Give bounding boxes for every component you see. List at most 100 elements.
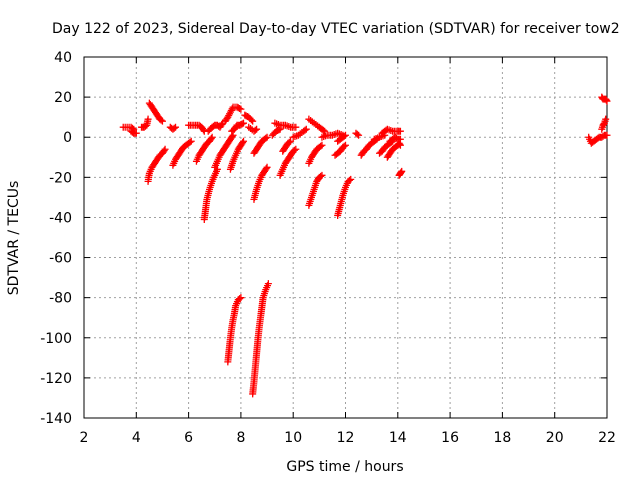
y-tick-label: -140 xyxy=(40,411,72,427)
data-point xyxy=(602,96,610,104)
series-arc-k xyxy=(221,103,245,125)
y-tick-label: -120 xyxy=(40,371,72,387)
data-point xyxy=(249,117,257,125)
data-point xyxy=(320,133,328,141)
data-point xyxy=(237,105,245,113)
series-arc-ae xyxy=(334,131,349,145)
x-tick-label: 8 xyxy=(236,430,245,446)
x-tick-label: 16 xyxy=(441,430,459,446)
data-point xyxy=(302,125,310,133)
data-point xyxy=(396,140,404,148)
data-point xyxy=(330,131,338,139)
y-tick-label: -100 xyxy=(40,331,72,347)
series-arc-i xyxy=(204,119,227,135)
y-tick-label: -20 xyxy=(49,170,72,186)
data-point xyxy=(321,127,329,135)
data-point xyxy=(387,127,395,135)
data-point xyxy=(160,147,168,155)
series-arc-h xyxy=(200,165,221,223)
x-tick-label: 22 xyxy=(598,430,616,446)
data-point xyxy=(273,120,281,128)
series-arc-ah xyxy=(370,131,389,143)
data-point xyxy=(161,145,169,153)
data-point xyxy=(263,163,271,171)
data-point xyxy=(317,142,325,150)
data-point xyxy=(318,141,326,149)
data-point xyxy=(397,168,405,176)
data-point xyxy=(275,126,283,134)
data-point xyxy=(253,125,261,133)
data-point xyxy=(240,119,248,127)
data-point xyxy=(340,132,348,140)
x-tick-label: 10 xyxy=(284,430,302,446)
series-arc-a2 xyxy=(127,127,140,137)
data-point xyxy=(239,139,247,147)
y-axis-label: SDTVAR / TECUs xyxy=(6,181,22,296)
data-point xyxy=(144,115,152,123)
x-tick-label: 18 xyxy=(493,430,511,446)
data-point xyxy=(345,176,353,184)
data-point xyxy=(396,135,404,143)
series-arc-aj xyxy=(378,125,404,137)
series-arc-s xyxy=(250,133,271,157)
data-point xyxy=(236,104,244,112)
y-tick-label: 40 xyxy=(54,50,72,66)
data-point xyxy=(262,165,270,173)
series-arc-ak xyxy=(383,139,404,161)
data-point xyxy=(292,123,300,131)
y-tick-label: -80 xyxy=(49,291,72,307)
data-point xyxy=(157,116,165,124)
series-arc-b xyxy=(145,99,166,125)
data-point xyxy=(291,146,299,154)
data-point xyxy=(276,125,284,133)
data-point xyxy=(170,124,178,132)
data-point xyxy=(603,131,611,139)
series-arc-f xyxy=(185,121,208,135)
series-arc-u xyxy=(268,125,284,139)
data-point xyxy=(398,167,406,175)
series-arc-g xyxy=(192,133,216,165)
x-axis-label: GPS time / hours xyxy=(286,459,403,475)
data-point xyxy=(317,172,325,180)
tick-layer: 2 4 6 8 10 12 14 16 18 20 22 40 20 0 -20 -40 -60 -80 -100 -… xyxy=(40,50,616,446)
y-tick-label: 20 xyxy=(54,90,72,106)
series-arc-e xyxy=(169,137,195,169)
series-arc-v xyxy=(276,145,300,179)
data-point xyxy=(600,120,608,128)
data-point xyxy=(218,121,226,129)
data-point xyxy=(251,126,259,134)
series-arc-am xyxy=(395,167,406,179)
data-point xyxy=(263,133,271,141)
data-point xyxy=(342,141,349,149)
data-point xyxy=(342,131,349,139)
series-arc-p xyxy=(224,294,245,366)
x-tick-label: 12 xyxy=(337,430,355,446)
series-arc-an xyxy=(585,131,611,147)
x-tick-label: 20 xyxy=(546,430,564,446)
data-point xyxy=(237,294,245,302)
data-point xyxy=(285,138,293,146)
x-tick-label: 6 xyxy=(184,430,193,446)
series-arc-t xyxy=(271,119,300,131)
data-point xyxy=(208,133,216,141)
chart-title: Day 122 of 2023, Sidereal Day-to-day VTE… xyxy=(52,21,620,37)
series-arc-af xyxy=(352,129,363,139)
data-point xyxy=(603,97,611,105)
data-point xyxy=(318,171,326,179)
data-point xyxy=(240,137,248,145)
series-arc-l xyxy=(226,137,248,173)
series-arc-y xyxy=(305,115,329,135)
series-arc-n xyxy=(241,111,257,125)
data-point xyxy=(283,122,291,130)
data-point xyxy=(262,134,270,142)
data-point xyxy=(396,127,404,135)
x-tick-label: 4 xyxy=(132,430,141,446)
series-arc-a1 xyxy=(119,123,138,133)
series-arc-z xyxy=(305,171,326,209)
data-point xyxy=(353,130,361,138)
grid-layer xyxy=(84,57,607,418)
series-arc-ac xyxy=(334,175,355,219)
data-point xyxy=(347,175,355,183)
series-arc-q xyxy=(249,280,272,398)
